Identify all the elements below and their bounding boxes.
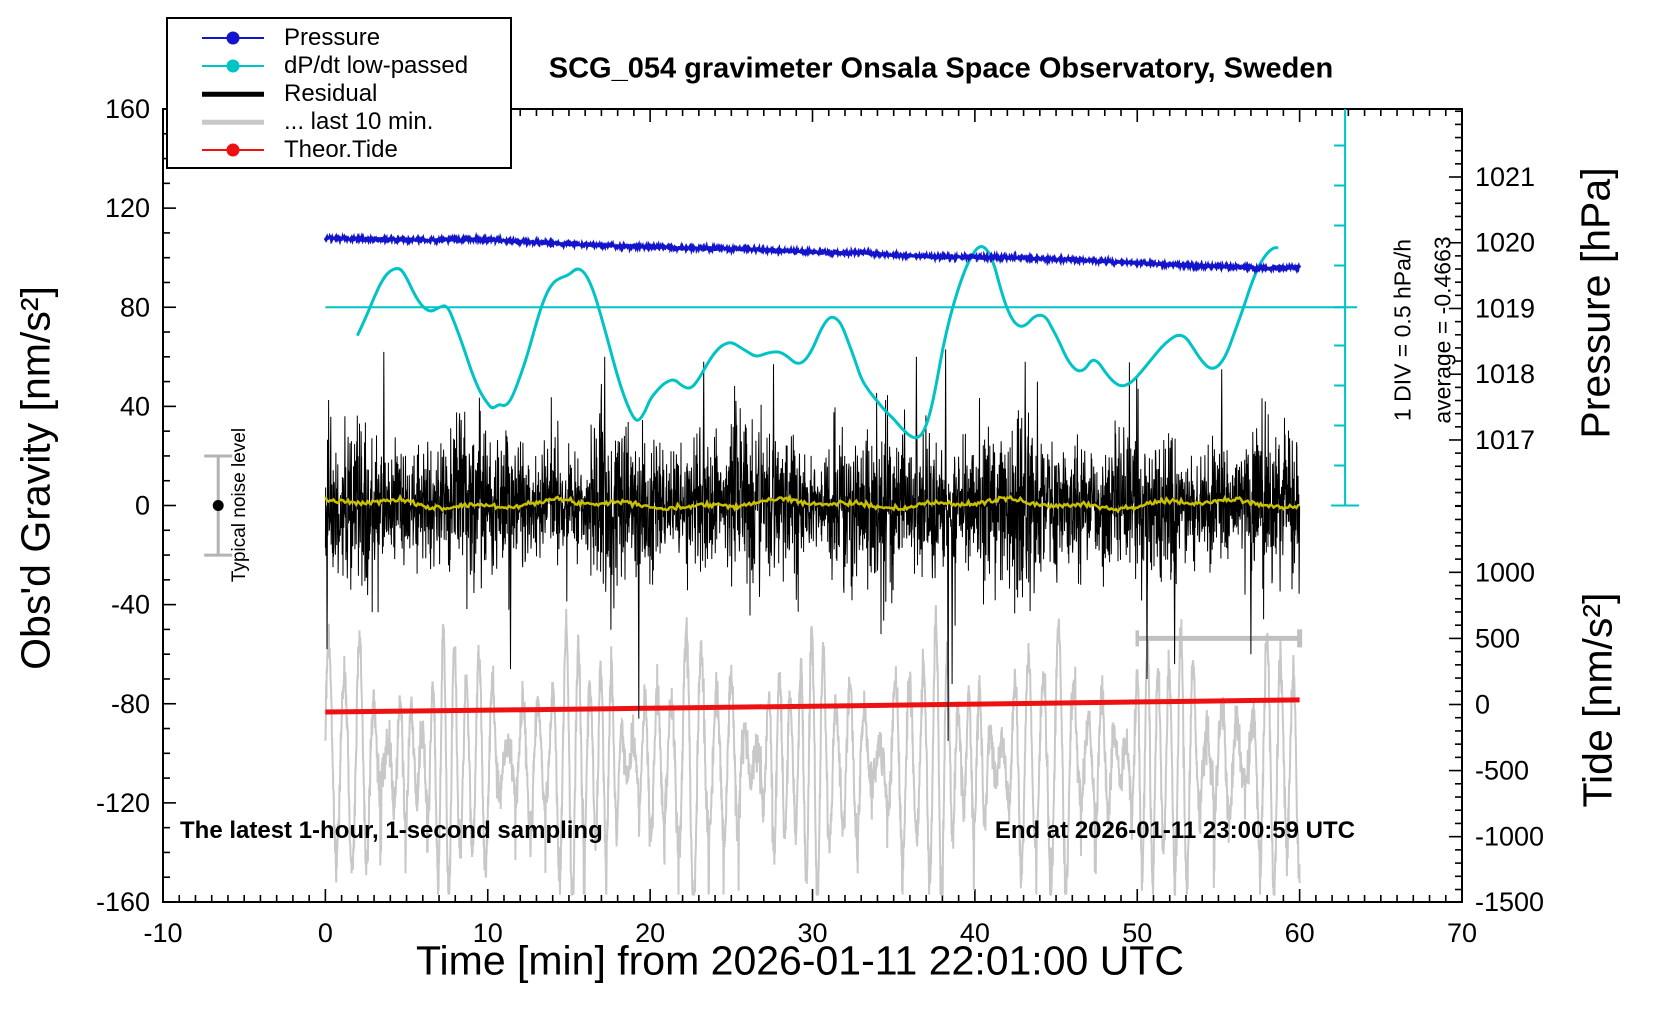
- end-time-annotation: End at 2026-01-11 23:00:59 UTC: [994, 817, 1355, 844]
- legend-label: Pressure: [284, 24, 381, 51]
- average-annotation: average = -0.4663: [1429, 236, 1456, 424]
- last10min-interval-bar: [1135, 629, 1303, 648]
- x-tick-label: 0: [318, 918, 333, 948]
- gravity-tick-label: 80: [120, 292, 150, 322]
- tide-tick-label: 0: [1475, 689, 1490, 719]
- legend-item-dpdt: dP/dt low-passed: [202, 52, 510, 80]
- gravity-tick-label: 0: [135, 491, 150, 521]
- legend-item-pressure: Pressure: [202, 24, 510, 52]
- noise-level-marker: [204, 454, 233, 557]
- series-layer: [323, 231, 1303, 897]
- sampling-annotation: The latest 1-hour, 1-second sampling: [180, 817, 603, 844]
- x-tick-label: 50: [1122, 918, 1152, 948]
- tide-tick-label: 1000: [1475, 557, 1535, 587]
- legend: Pressure dP/dt low-passed Residual ... l…: [166, 17, 512, 169]
- x-tick-label: 10: [473, 918, 503, 948]
- div-scale-annotation: 1 DIV = 0.5 hPa/h: [1389, 238, 1416, 422]
- x-tick-label: 20: [635, 918, 665, 948]
- noise-level-annotation: Typical noise level: [229, 427, 250, 583]
- gravity-tick-label: -80: [111, 689, 150, 719]
- gravity-tick-label: 120: [105, 193, 150, 223]
- last10min-curve: [324, 604, 1301, 897]
- tide-axis-label: Tide [nm/s²]: [1574, 592, 1621, 808]
- time-axis-label: Time [min] from 2026-01-11 22:01:00 UTC: [416, 937, 1184, 984]
- gravity-tick-label: 40: [120, 391, 150, 421]
- dpdt-curve: [356, 245, 1279, 440]
- noise-level-dot: [212, 500, 224, 511]
- residual-line-icon: [202, 86, 264, 102]
- gravity-tick-label: -160: [96, 887, 150, 917]
- chart-title: SCG_054 gravimeter Onsala Space Observat…: [548, 52, 1334, 85]
- legend-item-theortide: Theor.Tide: [202, 136, 510, 164]
- legend-marker-dot: [226, 31, 240, 45]
- legend-label: Residual: [284, 80, 378, 107]
- pressure-line-dot-icon: [202, 30, 264, 46]
- pressure-axis-label: Pressure [hPa]: [1572, 167, 1619, 439]
- gravity-tick-label: -40: [111, 590, 150, 620]
- dpdt-line-dot-icon: [202, 58, 264, 74]
- tide-tick-label: -1500: [1475, 887, 1544, 917]
- x-tick-label: -10: [143, 918, 182, 948]
- pressure-tick-label: 1019: [1475, 293, 1535, 323]
- legend-label: Theor.Tide: [284, 136, 398, 163]
- theortide-line-dot-icon: [202, 142, 264, 158]
- dpdt-scale: [325, 109, 1360, 507]
- tide-tick-label: 500: [1475, 623, 1520, 653]
- gravity-axis-label: Obs'd Gravity [nm/s²]: [12, 286, 59, 670]
- residual-curve: [324, 349, 1301, 741]
- tick-labels: -10 0 10 20 30 40 50 60 7016012080400-40-80-120-…: [96, 94, 1544, 948]
- residual-lowpass-curve: [324, 493, 1301, 514]
- x-tick-label: 30: [797, 918, 827, 948]
- pressure-curve: [323, 231, 1302, 275]
- legend-marker-dot: [226, 143, 240, 157]
- legend-item-last10: ... last 10 min.: [202, 108, 510, 136]
- x-tick-label: 70: [1447, 918, 1477, 948]
- pressure-tick-label: 1018: [1475, 359, 1535, 389]
- legend-item-residual: Residual: [202, 80, 510, 108]
- tide-tick-label: -500: [1475, 756, 1529, 786]
- gravity-tick-label: 160: [105, 94, 150, 124]
- legend-label: dP/dt low-passed: [284, 52, 469, 79]
- pressure-tick-label: 1017: [1475, 425, 1535, 455]
- legend-marker-dot: [226, 59, 240, 73]
- x-tick-label: 40: [960, 918, 990, 948]
- x-tick-label: 60: [1285, 918, 1315, 948]
- pressure-tick-label: 1020: [1475, 228, 1535, 258]
- last10-line-icon: [202, 114, 264, 130]
- gravity-tick-label: -120: [96, 788, 150, 818]
- theortide-curve: [325, 697, 1300, 715]
- tide-tick-label: -1000: [1475, 822, 1544, 852]
- legend-label: ... last 10 min.: [284, 108, 434, 135]
- pressure-tick-label: 1021: [1475, 162, 1535, 192]
